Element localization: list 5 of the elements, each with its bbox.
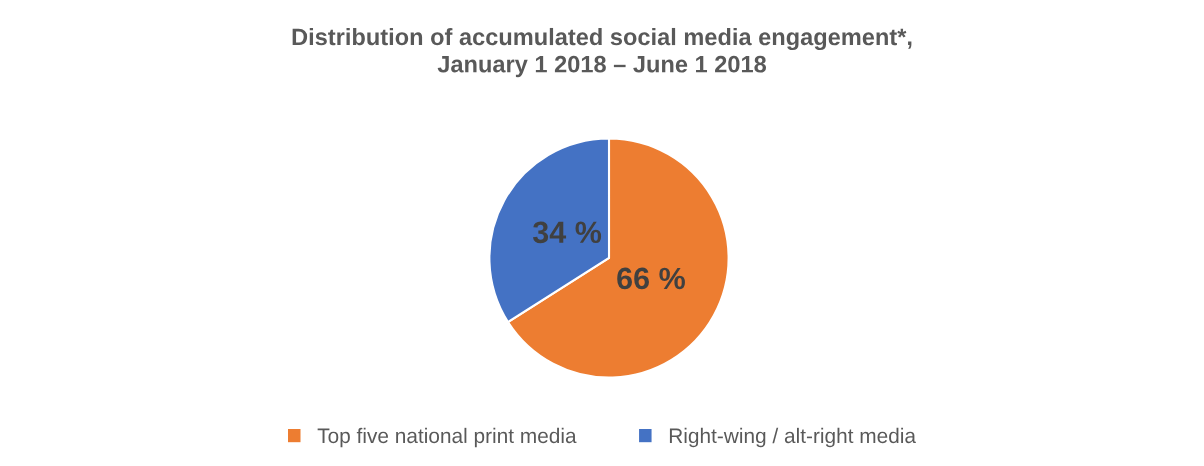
chart-title: Distribution of accumulated social media engagement*, January 1 2018 – June 1 2018 <box>292 27 912 78</box>
legend-label: Top five national print media <box>317 427 577 448</box>
data-label: 34 % <box>532 221 602 244</box>
legend-label: Right-wing / alt-right media <box>669 427 917 448</box>
data-label: 66 % <box>617 267 685 290</box>
